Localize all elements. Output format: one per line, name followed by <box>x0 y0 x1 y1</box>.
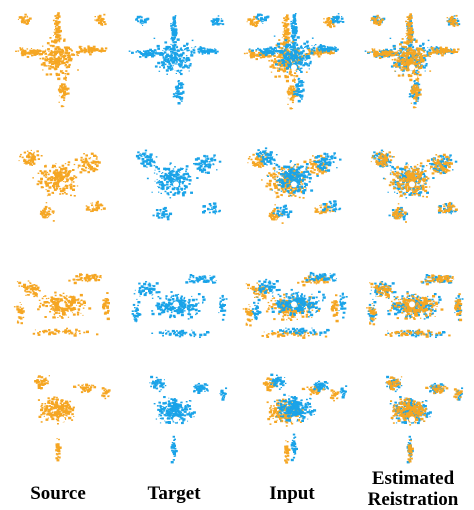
panel-source-row-4 <box>34 375 111 462</box>
source-points <box>13 273 110 337</box>
panel-input-row-1 <box>243 13 345 110</box>
panel-target-row-4 <box>149 375 228 464</box>
sensor-origin-icon <box>173 301 179 308</box>
target-points <box>131 274 228 338</box>
sensor-origin-icon <box>409 181 415 188</box>
sensor-origin-icon <box>409 416 415 423</box>
sensor-origin-icon <box>59 181 65 188</box>
target-points <box>149 375 228 464</box>
panel-input-row-3 <box>242 271 348 339</box>
column-label-estimated-registration: Estimated Reistration <box>367 468 459 510</box>
sensor-origin-icon <box>59 416 65 423</box>
target-points <box>269 373 348 462</box>
sensor-origin-icon <box>173 181 179 188</box>
target-points <box>251 271 348 336</box>
sensor-origin-icon <box>173 64 179 71</box>
column-label-input: Input <box>269 483 315 504</box>
sensor-origin-icon <box>291 64 297 71</box>
sensor-origin-icon <box>173 416 179 423</box>
sensor-origin-icon <box>291 416 297 423</box>
sensor-origin-icon <box>409 301 415 308</box>
panel-estimated-row-1 <box>364 13 461 109</box>
panel-estimated-row-4 <box>385 375 464 464</box>
panel-source-row-2 <box>18 149 106 222</box>
target-points <box>385 375 464 464</box>
column-label-source: Source <box>30 483 86 504</box>
target-points <box>128 15 225 105</box>
panel-target-row-3 <box>131 274 228 338</box>
source-points <box>15 12 108 108</box>
target-points <box>135 149 222 221</box>
source-points <box>262 377 340 464</box>
sensor-origin-icon <box>291 301 297 308</box>
sensor-origin-icon <box>409 64 415 71</box>
source-points <box>367 13 460 109</box>
panel-input-row-2 <box>247 147 342 224</box>
target-points <box>248 13 345 103</box>
panel-estimated-row-2 <box>370 149 458 223</box>
source-points <box>34 375 111 462</box>
column-label-target: Target <box>147 483 201 504</box>
panel-target-row-2 <box>135 149 222 221</box>
sensor-origin-icon <box>291 181 297 188</box>
target-points <box>256 147 342 219</box>
panel-target-row-1 <box>128 15 225 105</box>
source-points <box>370 151 458 223</box>
panel-source-row-3 <box>13 273 110 337</box>
panel-source-row-1 <box>15 12 108 108</box>
sensor-origin-icon <box>59 301 65 308</box>
sensor-origin-icon <box>59 64 65 71</box>
panel-input-row-4 <box>262 373 348 464</box>
panel-estimated-row-3 <box>366 274 464 338</box>
